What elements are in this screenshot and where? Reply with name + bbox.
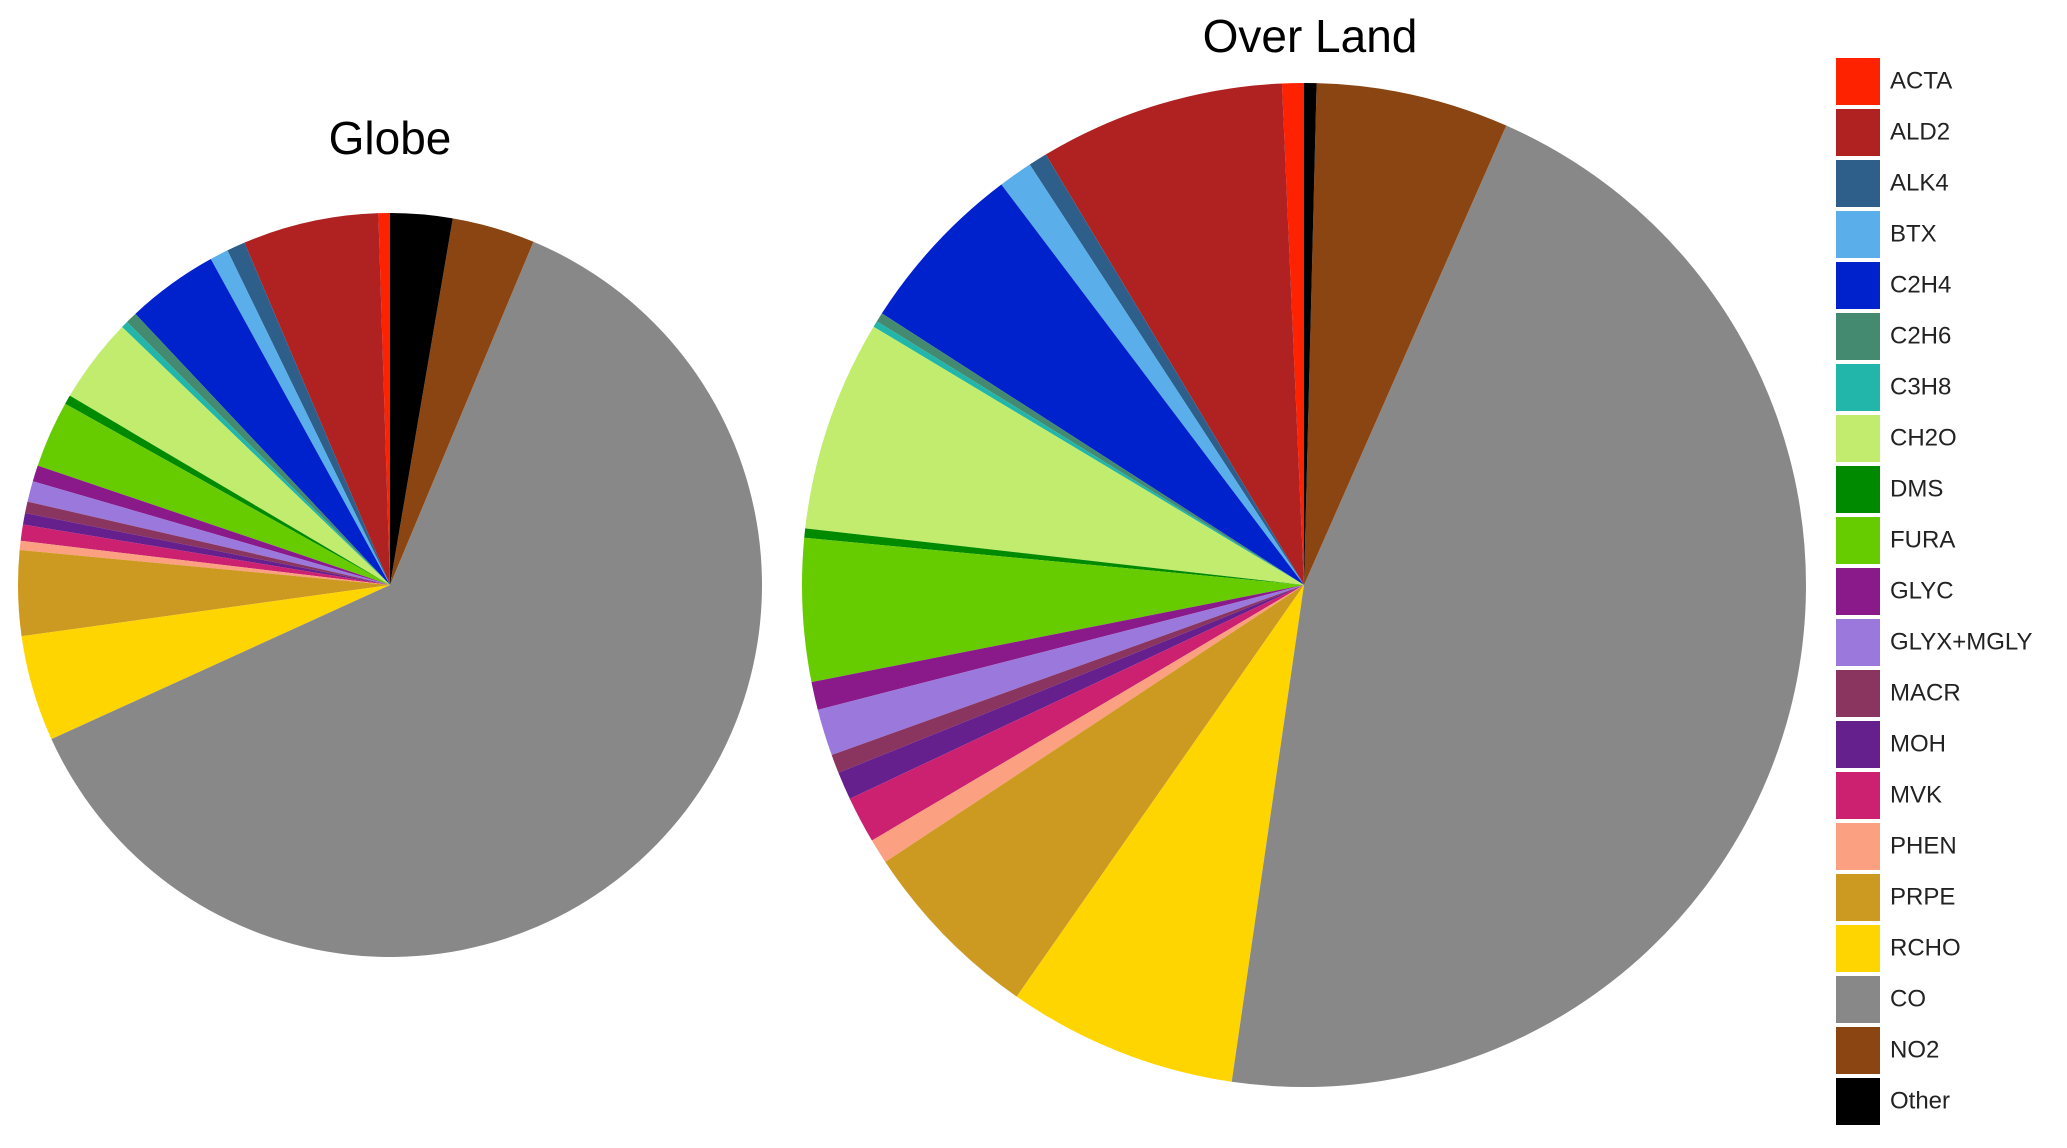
pie-slice (37, 403, 390, 585)
legend-swatch (1836, 721, 1880, 768)
legend-label: MVK (1890, 781, 1942, 808)
legend-label: C3H8 (1890, 373, 1951, 400)
pie-slice (126, 313, 391, 585)
pie-slice (244, 213, 390, 585)
pie-slice (25, 501, 390, 585)
legend-swatch (1836, 517, 1880, 564)
pie-slice (1281, 83, 1304, 585)
legend-label: MACR (1890, 679, 1961, 706)
pie-slice (885, 585, 1304, 997)
legend-label: MOH (1890, 730, 1946, 757)
legend-label: NO2 (1890, 1036, 1939, 1063)
pie-slice (32, 465, 390, 585)
pie-slice (1304, 83, 1507, 585)
pie-slice (378, 213, 390, 585)
pie-slice (69, 326, 391, 585)
legend-swatch (1836, 568, 1880, 615)
pie-slice (838, 585, 1304, 799)
pie-slice (873, 321, 1304, 585)
pie-slice (27, 481, 390, 585)
pie-slice (1231, 125, 1807, 1088)
legend-swatch (1836, 160, 1880, 207)
pie-slice (804, 528, 1304, 585)
legend-label: PHEN (1890, 832, 1957, 859)
pie-slice (1001, 164, 1304, 586)
pie-slice (1016, 585, 1304, 1082)
pie-slice (1045, 83, 1304, 585)
pie-slice (227, 242, 390, 585)
legend-swatch (1836, 262, 1880, 309)
legend-swatch (1836, 415, 1880, 462)
legend-swatch (1836, 823, 1880, 870)
pie-slice (811, 585, 1304, 710)
legend-swatch (1836, 211, 1880, 258)
legend-swatch (1836, 313, 1880, 360)
legend-label: FURA (1890, 526, 1955, 553)
pie-slice (22, 512, 391, 585)
legend-swatch (1836, 772, 1880, 819)
pie-slice (805, 326, 1304, 585)
pie-slice (210, 250, 390, 585)
legend-swatch (1836, 1078, 1880, 1125)
pie-slice (817, 585, 1304, 756)
legend-label: DMS (1890, 475, 1943, 502)
pie-slice (19, 540, 391, 585)
legend-swatch (1836, 976, 1880, 1023)
pie-slice (20, 524, 390, 585)
legend-swatch (1836, 364, 1880, 411)
pie-slice (881, 184, 1304, 585)
legend-swatch (1836, 109, 1880, 156)
legend-swatch (1836, 619, 1880, 666)
legend-label: PRPE (1890, 883, 1955, 910)
pie-slice (21, 585, 391, 740)
pie-slice (390, 218, 534, 585)
legend-label: CH2O (1890, 424, 1957, 451)
legend-label: GLYX+MGLY (1890, 628, 2033, 655)
legend-label: CO (1890, 985, 1926, 1012)
pie-slice (849, 585, 1304, 841)
pie-slice (390, 213, 453, 585)
pie-slice (831, 585, 1304, 773)
legend-swatch (1836, 58, 1880, 105)
legend-swatch (1836, 925, 1880, 972)
legend-swatch (1836, 466, 1880, 513)
legend-label: C2H4 (1890, 271, 1951, 298)
legend-label: ACTA (1890, 67, 1952, 94)
legend-swatch (1836, 1027, 1880, 1074)
pie-slice (135, 259, 390, 585)
pie-slice (51, 241, 762, 957)
pie-slice (871, 585, 1304, 862)
legend-label: C2H6 (1890, 322, 1951, 349)
legend-label: ALK4 (1890, 169, 1949, 196)
chart-title: Globe (329, 112, 452, 164)
legend-label: GLYC (1890, 577, 1954, 604)
pie-slice (65, 395, 391, 585)
pie-slice (802, 537, 1304, 683)
pie-slice (1304, 83, 1317, 585)
legend-swatch (1836, 670, 1880, 717)
legend-label: BTX (1890, 220, 1937, 247)
legend-label: ALD2 (1890, 118, 1950, 145)
pie-slice (1029, 154, 1304, 586)
legend-swatch (1836, 874, 1880, 921)
pie-slice (876, 313, 1304, 585)
pie-slice (18, 549, 391, 637)
legend-label: RCHO (1890, 934, 1961, 961)
legend-label: Other (1890, 1087, 1950, 1114)
chart-title: Over Land (1203, 10, 1418, 62)
pie-slice (122, 321, 390, 585)
